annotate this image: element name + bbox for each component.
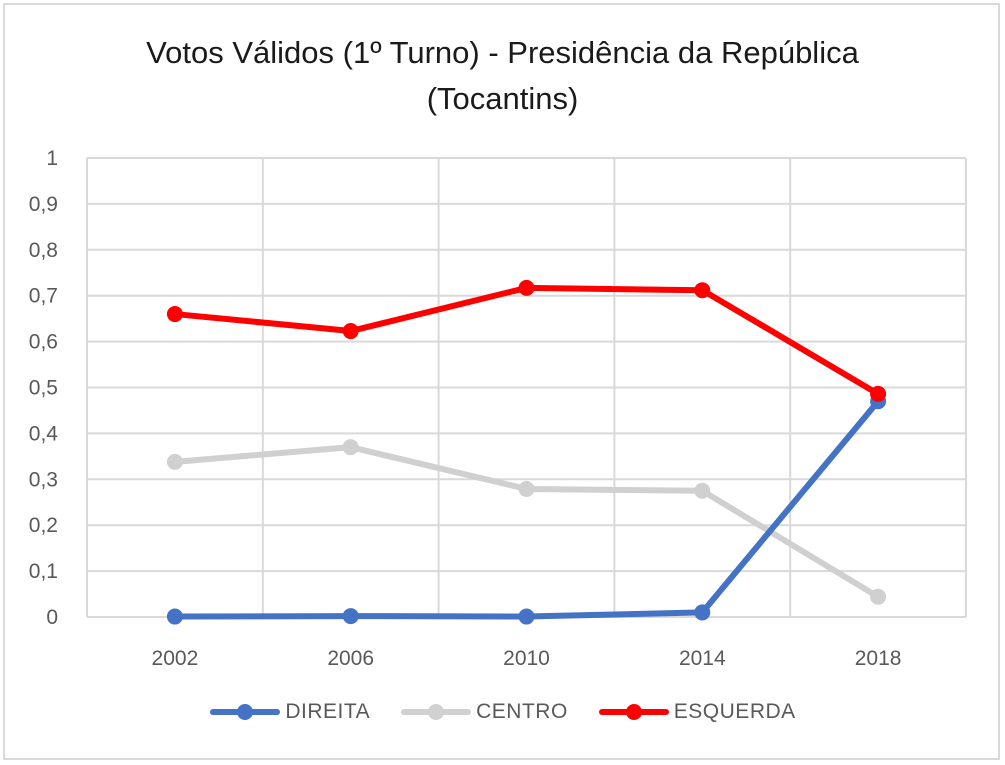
chart-frame xyxy=(3,3,1000,760)
legend-item-direita[interactable]: DIREITA xyxy=(209,700,370,724)
data-point-direita[interactable] xyxy=(694,604,711,621)
data-point-esquerda[interactable] xyxy=(694,282,711,299)
data-point-esquerda[interactable] xyxy=(870,385,887,402)
data-point-esquerda[interactable] xyxy=(166,306,183,323)
x-tick-label: 2018 xyxy=(855,647,902,670)
chart-title: Votos Válidos (1º Turno) - Presidência d… xyxy=(0,30,1005,122)
legend-marker-centro-icon xyxy=(401,704,472,720)
chart-title-line-1: Votos Válidos (1º Turno) - Presidência d… xyxy=(146,35,859,70)
legend-marker-direita-icon xyxy=(210,704,281,720)
data-point-centro[interactable] xyxy=(166,453,183,470)
legend-item-centro[interactable]: CENTRO xyxy=(400,700,568,724)
y-tick-label: 1 xyxy=(46,147,58,170)
y-tick-label: 0,3 xyxy=(29,468,58,491)
y-tick-label: 0,7 xyxy=(29,285,58,308)
y-tick-label: 0,9 xyxy=(29,193,58,216)
data-point-centro[interactable] xyxy=(870,588,887,605)
y-tick-label: 0 xyxy=(46,606,58,629)
x-tick-label: 2006 xyxy=(327,647,374,670)
chart-title-line-2: (Tocantins) xyxy=(426,81,579,116)
series-line-centro xyxy=(171,444,882,600)
data-point-direita[interactable] xyxy=(518,608,535,625)
legend-marker-esquerda-icon xyxy=(598,704,669,720)
x-tick-label: 2002 xyxy=(152,647,199,670)
data-point-centro[interactable] xyxy=(342,439,359,456)
legend-item-esquerda[interactable]: ESQUERDA xyxy=(598,700,796,724)
data-point-centro[interactable] xyxy=(518,480,535,497)
data-point-direita[interactable] xyxy=(342,608,359,625)
legend: DIREITA CENTRO ESQUERDA xyxy=(0,700,1005,724)
legend-label-esquerda: ESQUERDA xyxy=(673,700,796,723)
y-tick-label: 0,1 xyxy=(29,560,58,583)
data-point-centro[interactable] xyxy=(694,482,711,499)
y-tick-label: 0,5 xyxy=(29,377,58,400)
legend-label-centro: CENTRO xyxy=(476,700,568,723)
x-tick-label: 2014 xyxy=(679,647,726,670)
y-tick-label: 0,2 xyxy=(29,514,58,537)
x-tick-label: 2010 xyxy=(503,647,550,670)
legend-label-direita: DIREITA xyxy=(285,700,371,723)
data-point-esquerda[interactable] xyxy=(342,323,359,340)
y-tick-label: 0,4 xyxy=(29,422,59,445)
data-point-esquerda[interactable] xyxy=(518,279,535,296)
data-point-direita[interactable] xyxy=(166,608,183,625)
y-tick-label: 0,8 xyxy=(29,239,58,262)
y-tick-label: 0,6 xyxy=(29,331,58,354)
